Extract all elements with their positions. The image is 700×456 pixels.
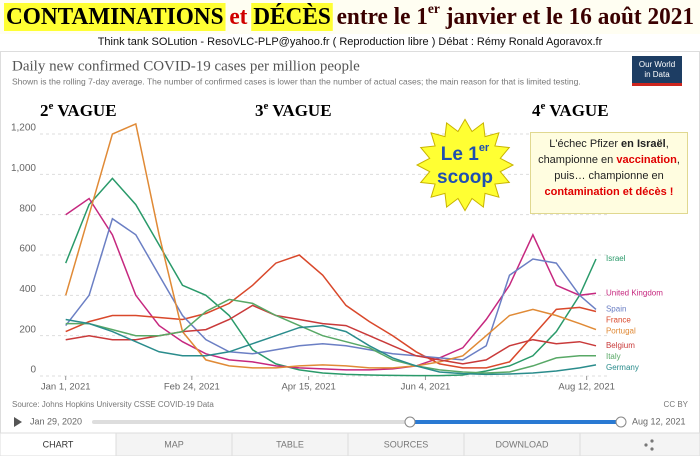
wave-label: 3e VAGUE — [255, 100, 332, 120]
series-line — [64, 122, 597, 369]
pfizer-text: L'échec Pfizer — [549, 138, 622, 150]
y-tick-label: 800 — [19, 203, 36, 214]
legend-label: France — [606, 316, 631, 325]
share-icon — [650, 447, 654, 451]
wave-label: 4e VAGUE — [532, 100, 609, 120]
tab[interactable] — [579, 432, 700, 456]
pfizer-text: vaccination — [616, 154, 677, 166]
logo-text: Our World — [639, 60, 675, 69]
series-line — [65, 254, 597, 369]
timeline-start: Jan 29, 2020 — [30, 416, 82, 426]
x-tick-label: Jan 1, 2021 — [41, 382, 91, 393]
wave-sup: e — [264, 100, 269, 112]
y-tick-label: 1,000 — [11, 163, 36, 174]
pfizer-text: , — [665, 138, 669, 150]
legend-label: Portugal — [606, 327, 636, 336]
series-line — [65, 177, 597, 377]
tab-label: SOURCES — [384, 439, 429, 449]
title-part: er — [428, 2, 440, 17]
credits: Think tank SOLution - ResoVLC-PLP@yahoo.… — [98, 36, 603, 48]
title-part: et — [224, 4, 254, 30]
title-highlight — [251, 3, 333, 31]
scoop-text: scoop — [437, 167, 493, 188]
wave-text: VAGUE — [268, 101, 331, 120]
wave-number: 3 — [255, 101, 264, 120]
wave-number: 4 — [532, 101, 541, 120]
title-highlight — [4, 3, 226, 31]
share-icon — [650, 439, 654, 443]
logo-text: in Data — [644, 70, 670, 79]
pfizer-text: puis… championne en — [554, 170, 664, 182]
license: CC BY — [664, 400, 689, 409]
scoop-text: Le 1er — [441, 142, 490, 165]
series-line — [65, 197, 597, 371]
legend-label: United Kingdom — [606, 288, 663, 297]
timeline-handle[interactable] — [615, 416, 627, 428]
series-line — [65, 298, 596, 374]
y-tick-label: 600 — [19, 244, 36, 255]
play-button[interactable] — [14, 417, 22, 427]
y-tick-label: 200 — [19, 324, 36, 335]
wave-label: 2e VAGUE — [40, 100, 117, 120]
pfizer-note: L'échec Pfizer en Israël, championne en v… — [530, 132, 688, 214]
title-part: CONTAMINATIONS — [6, 4, 224, 30]
x-tick-label: Aug 12, 2021 — [558, 382, 615, 393]
source: Source: Johns Hopkins University CSSE CO… — [12, 400, 214, 409]
pfizer-text: , — [676, 154, 680, 166]
pfizer-text: contamination et décès ! — [544, 186, 674, 198]
chart-title: Daily new confirmed COVID-19 cases per m… — [12, 58, 360, 74]
timeline-handle[interactable] — [404, 416, 416, 428]
scoop-burst — [415, 118, 515, 212]
wave-sup: e — [49, 100, 54, 112]
pfizer-text: championne en — [538, 154, 617, 166]
page-title: CONTAMINATIONS et DÉCÈS entre le 1er jan… — [6, 2, 694, 29]
title-part: janvier et le 16 août 2021 — [440, 4, 694, 30]
share-icon — [644, 443, 648, 447]
x-tick-label: Feb 24, 2021 — [164, 382, 220, 393]
legend-label: Israel — [606, 254, 626, 263]
logo-bg — [632, 56, 682, 86]
chart-subtitle: Shown is the rolling 7-day average. The … — [12, 76, 581, 86]
title-part: DÉCÈS — [253, 4, 331, 30]
y-tick-label: 400 — [19, 284, 36, 295]
wave-sup: e — [541, 100, 546, 112]
scoop-sup: er — [479, 142, 490, 154]
y-tick-label: 0 — [30, 365, 36, 376]
legend-label: Belgium — [606, 341, 635, 350]
scoop-line1: Le 1 — [441, 144, 479, 165]
wave-text: VAGUE — [53, 101, 116, 120]
timeline-range — [410, 420, 621, 424]
timeline-end: Aug 12, 2021 — [632, 416, 686, 426]
pfizer-text: en Israël — [621, 138, 666, 150]
tab-label: CHART — [43, 439, 74, 449]
tab-label: TABLE — [276, 439, 304, 449]
tab-label: DOWNLOAD — [495, 439, 549, 449]
wave-text: VAGUE — [545, 101, 608, 120]
series-line — [65, 318, 597, 376]
x-tick-label: Apr 15, 2021 — [281, 382, 335, 393]
legend-label: Italy — [606, 352, 621, 361]
series-line — [65, 217, 597, 361]
wave-number: 2 — [40, 101, 49, 120]
x-tick-label: Jun 4, 2021 — [401, 382, 451, 393]
tab-label: MAP — [164, 439, 184, 449]
legend-label: Germany — [606, 363, 639, 372]
legend-label: Spain — [606, 305, 626, 314]
title-part: entre le 1 — [331, 4, 428, 30]
y-tick-label: 1,200 — [11, 123, 36, 134]
logo-stripe — [632, 83, 682, 86]
